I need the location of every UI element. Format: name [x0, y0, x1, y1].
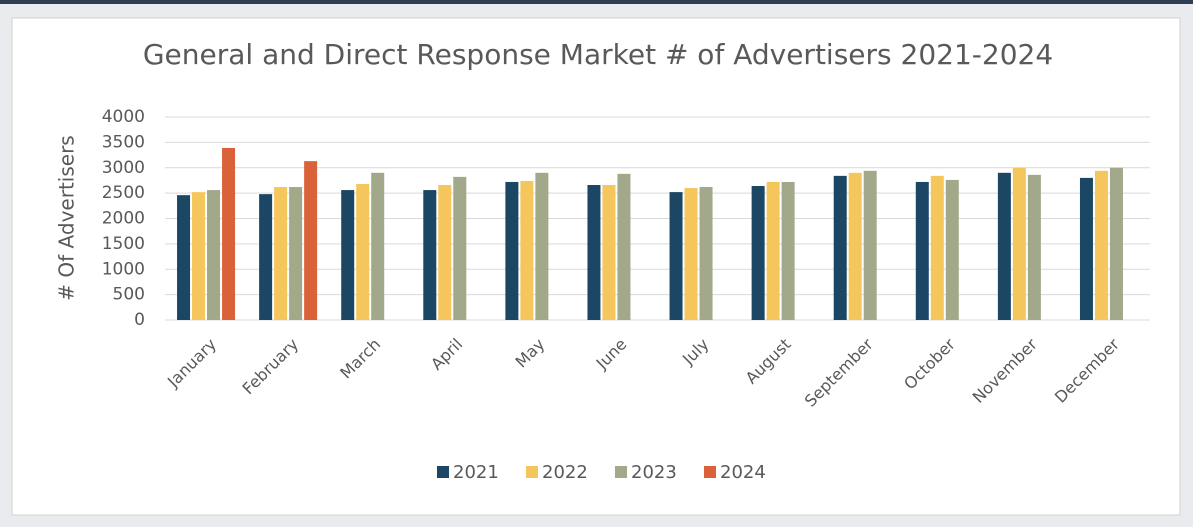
bar [930, 175, 944, 320]
bar [438, 185, 452, 320]
bar [781, 181, 795, 320]
bar [192, 192, 206, 320]
top-strip [0, 0, 1193, 4]
legend-label: 2022 [542, 462, 588, 483]
bar [684, 188, 698, 320]
bar [863, 170, 877, 320]
y-tick-label: 500 [113, 285, 145, 305]
bar [1012, 167, 1026, 320]
y-tick-label: 4000 [102, 107, 145, 127]
legend-label: 2023 [631, 462, 677, 483]
bar [617, 173, 631, 320]
bar [222, 147, 236, 320]
legend-label: 2021 [453, 462, 499, 483]
y-tick-label: 0 [134, 310, 145, 330]
bar [207, 190, 221, 320]
bar [848, 172, 862, 320]
bar [1094, 170, 1108, 320]
bar [371, 172, 385, 320]
bar [520, 180, 534, 320]
bar [945, 179, 959, 320]
chart-title: General and Direct Response Market # of … [143, 38, 1053, 71]
y-tick-label: 2000 [102, 209, 145, 229]
bar [356, 183, 370, 320]
bar [259, 194, 273, 320]
bar [997, 172, 1011, 320]
bar [766, 181, 780, 320]
y-tick-label: 3000 [102, 158, 145, 178]
legend-label: 2024 [720, 462, 766, 483]
bar [751, 186, 765, 320]
bar [274, 187, 288, 320]
y-tick-label: 1500 [102, 234, 145, 254]
bar [1109, 167, 1123, 320]
y-tick-label: 1000 [102, 259, 145, 279]
legend-swatch [704, 466, 716, 478]
bar [1079, 177, 1093, 320]
bar [915, 181, 929, 320]
y-axis-label: # Of Advertisers [55, 135, 79, 300]
bar [341, 190, 355, 320]
legend-swatch [526, 466, 538, 478]
bar [505, 181, 519, 320]
y-tick-label: 2500 [102, 183, 145, 203]
bar [1027, 174, 1041, 320]
bar [453, 176, 467, 320]
bar [535, 172, 549, 320]
bar [669, 192, 683, 320]
bar [602, 185, 616, 320]
legend-swatch [437, 466, 449, 478]
legend-swatch [615, 466, 627, 478]
bar [587, 185, 601, 320]
bar [833, 175, 847, 320]
y-tick-label: 3500 [102, 132, 145, 152]
bar [423, 190, 437, 320]
bar [177, 195, 191, 320]
bar [699, 187, 713, 320]
bar [304, 161, 318, 320]
bar [289, 187, 303, 320]
